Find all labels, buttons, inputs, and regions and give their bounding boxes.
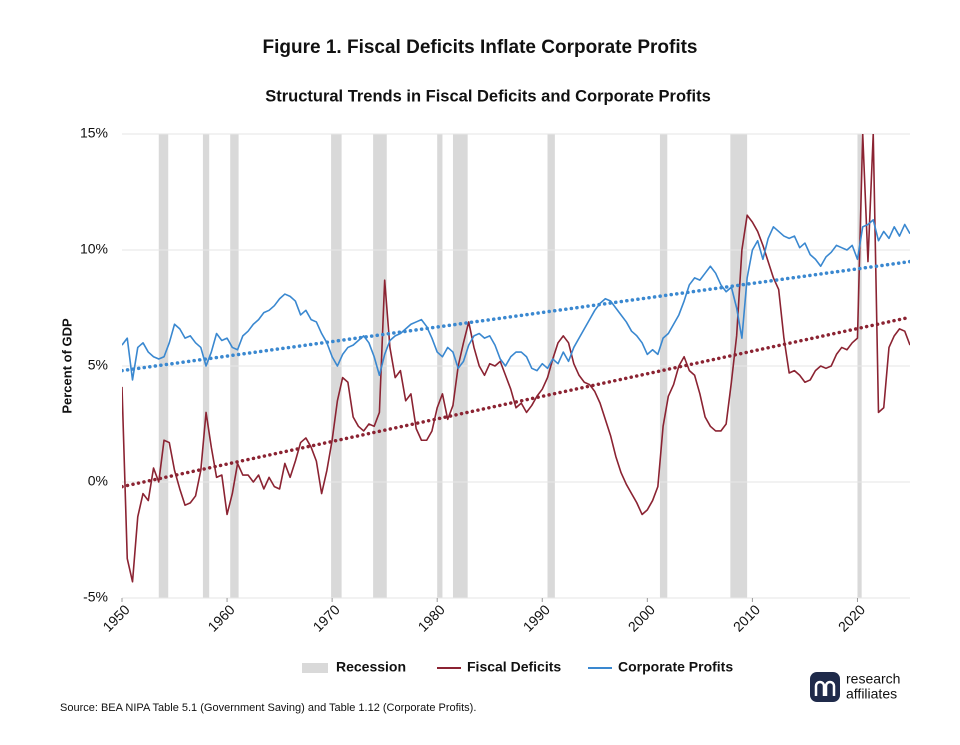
logo-text: affiliates bbox=[846, 686, 897, 702]
y-tick-label: -5% bbox=[83, 589, 108, 605]
data-line bbox=[122, 134, 910, 583]
source-note: Source: BEA NIPA Table 5.1 (Government S… bbox=[60, 702, 476, 714]
x-tick-label: 2010 bbox=[730, 601, 763, 634]
x-tick-label: 1970 bbox=[310, 601, 343, 634]
trend-line bbox=[122, 315, 910, 489]
y-axis-label: Percent of GDP bbox=[59, 318, 74, 414]
y-tick-label: 10% bbox=[80, 241, 108, 257]
trend-line bbox=[122, 259, 910, 373]
chart-subtitle: Structural Trends in Fiscal Deficits and… bbox=[265, 87, 711, 105]
chart-title: Figure 1. Fiscal Deficits Inflate Corpor… bbox=[263, 37, 698, 58]
logo-text: research bbox=[846, 671, 900, 687]
y-tick-label: 0% bbox=[88, 473, 108, 489]
x-tick-label: 2000 bbox=[625, 601, 658, 634]
x-tick-label: 1990 bbox=[520, 601, 553, 634]
logo: research affiliates bbox=[810, 671, 900, 702]
y-tick-label: 15% bbox=[80, 125, 108, 141]
legend-swatch bbox=[302, 663, 328, 673]
x-tick-label: 1950 bbox=[99, 601, 132, 634]
x-tick-label: 1960 bbox=[204, 601, 237, 634]
plot-area bbox=[122, 134, 910, 583]
logo-glyph bbox=[814, 680, 836, 696]
legend-label: Fiscal Deficits bbox=[467, 659, 561, 675]
x-tick-label: 2020 bbox=[835, 601, 868, 634]
legend-label: Corporate Profits bbox=[618, 659, 733, 675]
legend-label: Recession bbox=[336, 659, 406, 675]
data-line bbox=[122, 219, 910, 381]
x-tick-label: 1980 bbox=[415, 601, 448, 634]
y-tick-label: 5% bbox=[88, 357, 108, 373]
